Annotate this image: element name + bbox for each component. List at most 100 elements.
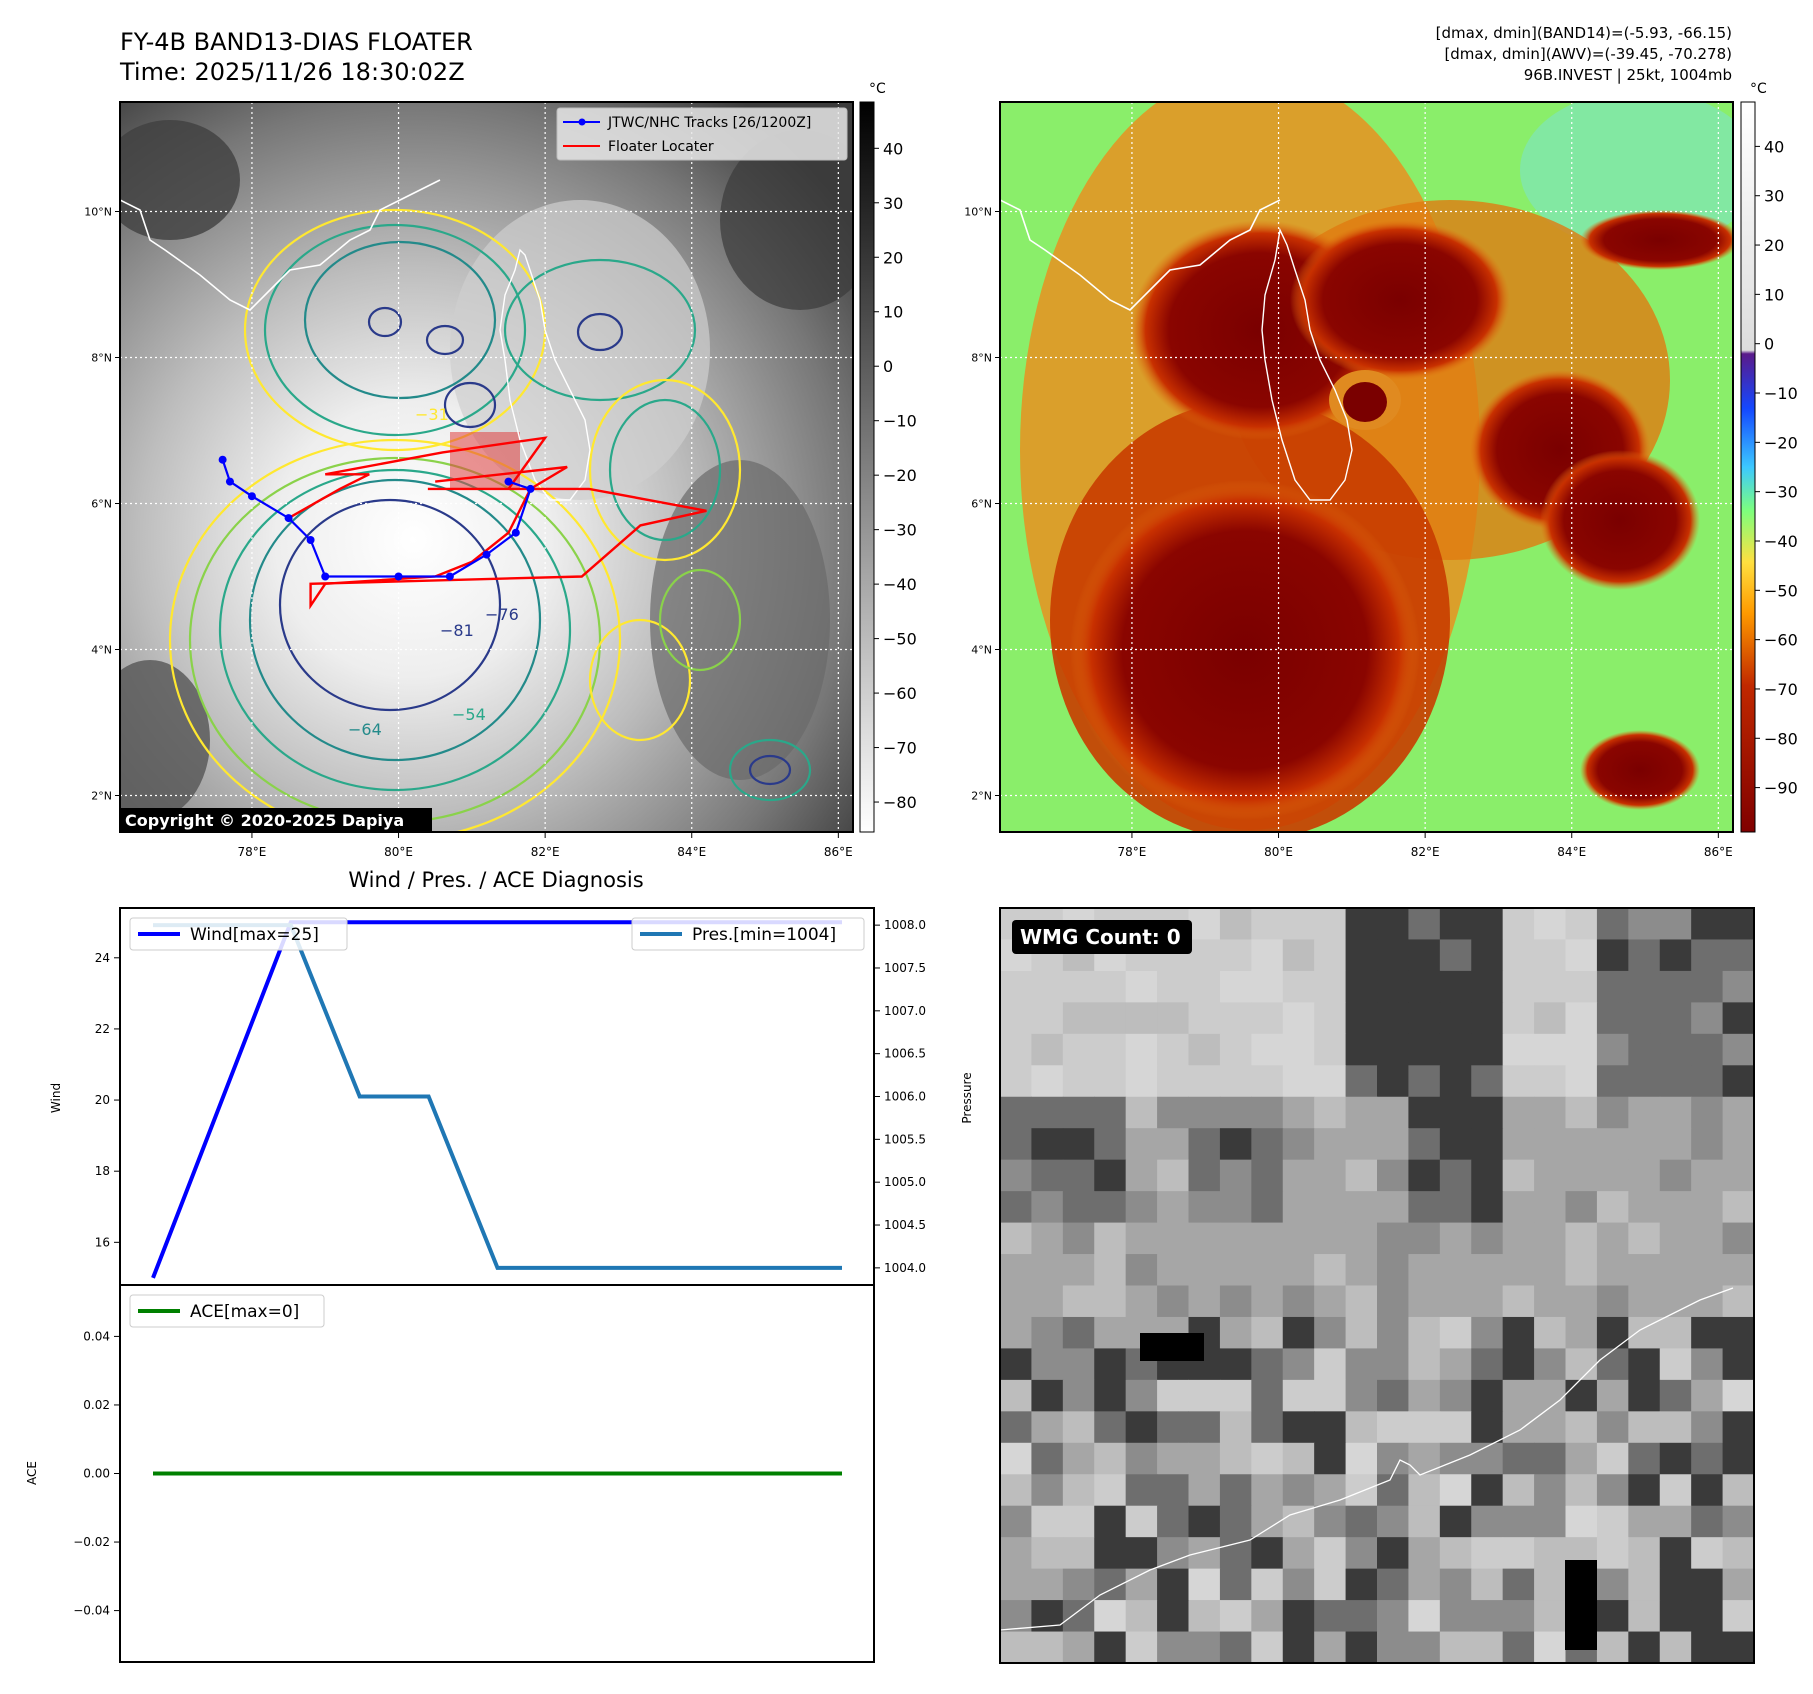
wmg-cell bbox=[1502, 1411, 1535, 1444]
wmg-cell bbox=[1596, 1505, 1629, 1538]
wmg-cell bbox=[1251, 1065, 1284, 1098]
wmg-cell bbox=[1439, 1631, 1472, 1663]
wmg-cell bbox=[1722, 1600, 1754, 1633]
wmg-cell bbox=[1219, 908, 1252, 940]
wmg-cell bbox=[1628, 1568, 1661, 1601]
wmg-cell bbox=[1722, 1191, 1754, 1224]
wmg-cell bbox=[1659, 908, 1692, 940]
wmg-cell bbox=[1031, 1128, 1064, 1161]
wmg-cell bbox=[1251, 1254, 1284, 1286]
colorbar-tick-label: −10 bbox=[1764, 384, 1798, 403]
wind-legend: Wind[max=25] bbox=[129, 917, 348, 951]
wmg-cell bbox=[1345, 1600, 1378, 1633]
wmg-cell bbox=[1722, 1442, 1754, 1475]
wmg-cell bbox=[1188, 1033, 1221, 1066]
wmg-cell bbox=[1377, 1474, 1409, 1507]
wmg-cell bbox=[1157, 1002, 1189, 1035]
wmg-cell bbox=[1628, 1474, 1661, 1507]
wmg-cell bbox=[1534, 1442, 1566, 1475]
axis-tick-label: 0.04 bbox=[83, 1329, 110, 1343]
wmg-cell bbox=[1691, 970, 1724, 1003]
wmg-cell bbox=[1408, 1285, 1441, 1318]
wmg-cell bbox=[1534, 1222, 1566, 1255]
wmg-cell bbox=[1314, 1285, 1347, 1318]
wmg-cell bbox=[1094, 1348, 1127, 1381]
wmg-cell bbox=[1188, 1159, 1221, 1192]
lon-tick-label: 78°E bbox=[1118, 845, 1147, 859]
wmg-cell bbox=[1408, 1222, 1441, 1255]
wmg-cell bbox=[1377, 1191, 1409, 1224]
wmg-cell bbox=[1659, 1316, 1692, 1349]
wmg-cell bbox=[1188, 1191, 1221, 1224]
wmg-cell bbox=[1282, 1442, 1315, 1475]
wmg-cell bbox=[1377, 1348, 1409, 1381]
wmg-cell bbox=[1314, 1128, 1347, 1161]
wmg-cell bbox=[1596, 1128, 1629, 1161]
wmg-cell bbox=[1219, 1442, 1252, 1475]
colorbar-tick-label: 40 bbox=[1764, 137, 1784, 156]
lat-tick-label: 2°N bbox=[971, 790, 992, 803]
wmg-cell bbox=[1471, 1065, 1504, 1098]
colorbar-tick-label: −60 bbox=[1764, 631, 1798, 650]
wmg-cell bbox=[1000, 1474, 1032, 1507]
axis-tick-label: 20 bbox=[95, 1093, 110, 1107]
wmg-cell bbox=[1502, 1254, 1535, 1286]
wmg-cell bbox=[1659, 1159, 1692, 1192]
wmg-cell bbox=[1691, 1348, 1724, 1381]
wmg-cell bbox=[1502, 1002, 1535, 1035]
wmg-cell bbox=[1502, 939, 1535, 972]
wmg-cell bbox=[1691, 1600, 1724, 1633]
wmg-cell bbox=[1722, 1379, 1754, 1412]
wmg-cell bbox=[1502, 1316, 1535, 1349]
wmg-cell bbox=[1157, 970, 1189, 1003]
wmg-cell bbox=[1471, 1222, 1504, 1255]
wmg-cell bbox=[1534, 908, 1566, 940]
wmg-cell bbox=[1691, 1442, 1724, 1475]
wmg-cell bbox=[1691, 1254, 1724, 1286]
colorbar-tick-label: −70 bbox=[883, 739, 917, 758]
wmg-cell bbox=[1251, 1002, 1284, 1035]
wmg-cell bbox=[1157, 1285, 1189, 1318]
wmg-cell bbox=[1534, 1002, 1566, 1035]
wmg-cell bbox=[1251, 1600, 1284, 1633]
ace-chart: 0.04 0.02 0.00 −0.02 −0.04 ACE ACE[max=0] bbox=[25, 1284, 875, 1663]
wmg-cell bbox=[1314, 970, 1347, 1003]
wmg-cell bbox=[1691, 1379, 1724, 1412]
wmg-cell bbox=[1188, 1631, 1221, 1663]
wmg-cell bbox=[1031, 1096, 1064, 1129]
wmg-cell bbox=[1628, 908, 1661, 940]
wmg-cell bbox=[1377, 1568, 1409, 1601]
wmg-cell bbox=[1062, 1254, 1095, 1286]
wmg-cell bbox=[1251, 1568, 1284, 1601]
wmg-cell bbox=[1000, 1033, 1032, 1066]
floater-path bbox=[287, 436, 707, 610]
wmg-cell bbox=[1502, 1537, 1535, 1570]
wmg-cell bbox=[1691, 1033, 1724, 1066]
wmg-cell bbox=[1565, 1033, 1598, 1066]
wmg-cell bbox=[1282, 1159, 1315, 1192]
wmg-cell bbox=[1596, 1065, 1629, 1098]
wmg-cell bbox=[1471, 1600, 1504, 1633]
wmg-cell bbox=[1565, 1096, 1598, 1129]
wmg-cell bbox=[1502, 970, 1535, 1003]
wmg-cell bbox=[1565, 1411, 1598, 1444]
wv-colorbar-unit: °C bbox=[1750, 81, 1767, 97]
wmg-cell bbox=[1031, 1348, 1064, 1381]
wmg-cell bbox=[1439, 1033, 1472, 1066]
lat-tick-label: 4°N bbox=[971, 644, 992, 657]
wmg-cell bbox=[1031, 1285, 1064, 1318]
wmg-cell bbox=[1000, 1065, 1032, 1098]
wmg-cell bbox=[1345, 1254, 1378, 1286]
wmg-cell bbox=[1219, 1474, 1252, 1507]
track-point bbox=[306, 536, 315, 544]
wmg-cell bbox=[1628, 1002, 1661, 1035]
wmg-cell bbox=[1251, 1411, 1284, 1444]
wmg-cell bbox=[1345, 1159, 1378, 1192]
ir-lon-labels: 78°E 80°E 82°E 84°E 86°E bbox=[238, 832, 853, 859]
wmg-cell bbox=[1345, 1128, 1378, 1161]
wmg-cell bbox=[1251, 939, 1284, 972]
wmg-cell bbox=[1471, 970, 1504, 1003]
wmg-cell bbox=[1502, 1159, 1535, 1192]
wmg-cell bbox=[1125, 1096, 1158, 1129]
wmg-coastline bbox=[1000, 1287, 1734, 1631]
